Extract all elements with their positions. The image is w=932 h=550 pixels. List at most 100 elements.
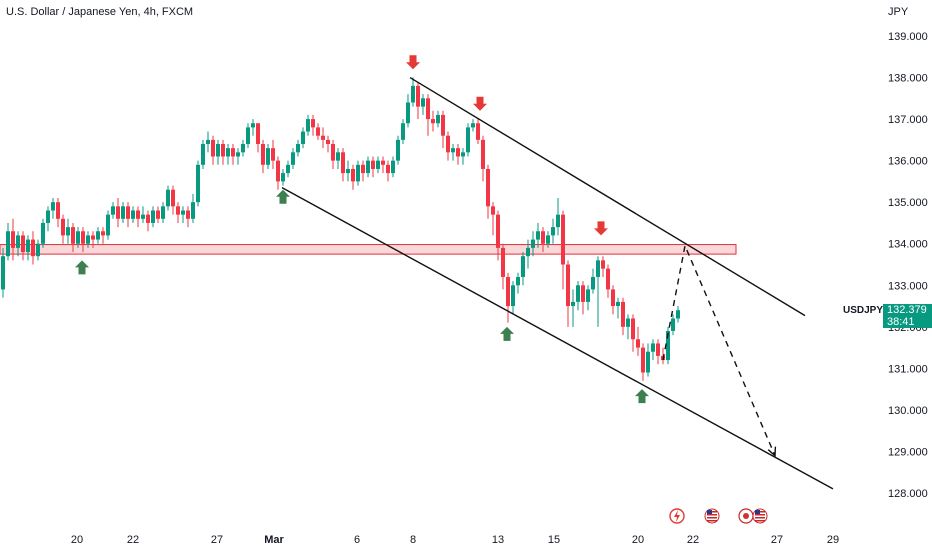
candle <box>496 210 500 261</box>
candle <box>481 135 485 182</box>
candle-body <box>246 127 250 145</box>
candle <box>26 235 30 261</box>
candle-body <box>421 98 425 107</box>
y-tick-label: 139.000 <box>888 31 928 43</box>
candle <box>191 193 195 223</box>
x-tick-label: 27 <box>211 534 223 546</box>
candle-body <box>341 152 345 174</box>
candle <box>566 260 570 327</box>
candle-body <box>461 152 465 157</box>
candle <box>561 210 565 290</box>
candle-body <box>441 114 445 136</box>
candle-body <box>276 160 280 182</box>
candle-body <box>141 214 145 219</box>
candle <box>111 202 115 219</box>
candle <box>1 247 5 298</box>
candle <box>86 231 90 248</box>
candle-body <box>576 285 580 302</box>
candle <box>141 206 145 223</box>
candle <box>316 123 320 140</box>
candle <box>501 243 505 290</box>
candle <box>526 239 530 269</box>
candle-body <box>481 139 485 169</box>
candle <box>671 314 675 336</box>
candle-body <box>236 152 240 157</box>
x-tick-label: 22 <box>127 534 139 546</box>
last-price-badge: 132.379 38:41 <box>883 304 932 328</box>
candle <box>471 119 475 132</box>
candle <box>536 222 540 248</box>
candle <box>136 206 140 228</box>
candle-body <box>61 218 65 236</box>
candle-body <box>541 231 545 244</box>
candle-body <box>426 98 430 120</box>
candle <box>651 339 655 361</box>
candle-body <box>41 222 45 244</box>
candle-body <box>591 276 595 290</box>
candle <box>301 127 305 149</box>
candle <box>641 343 645 381</box>
candle-body <box>311 119 315 128</box>
candle-body <box>296 144 300 153</box>
candle <box>226 144 230 165</box>
candle <box>376 156 380 174</box>
candle <box>96 227 100 244</box>
candle <box>446 131 450 161</box>
candle-body <box>351 168 355 182</box>
candle <box>66 218 70 244</box>
candle <box>406 94 410 128</box>
candle-body <box>281 173 285 182</box>
candle-body <box>641 347 645 373</box>
candle <box>491 202 495 236</box>
candle-body <box>176 206 180 215</box>
candle-body <box>451 148 455 153</box>
candle <box>216 139 220 165</box>
candle-body <box>551 227 555 236</box>
candle-body <box>151 210 155 223</box>
candle-body <box>271 148 275 161</box>
candle-body <box>111 206 115 215</box>
candle <box>91 231 95 248</box>
candle <box>531 231 535 257</box>
candle-body <box>21 235 25 253</box>
candle-body <box>571 301 575 307</box>
candle-body <box>201 144 205 165</box>
candle-body <box>126 206 130 219</box>
candle-body <box>391 160 395 174</box>
candle <box>586 285 590 311</box>
candle <box>331 139 335 169</box>
candle <box>281 168 285 186</box>
candle <box>41 218 45 248</box>
candle <box>551 218 555 244</box>
candle-body <box>181 210 185 215</box>
candle-body <box>416 85 420 107</box>
candle-body <box>256 123 260 145</box>
candle-body <box>136 210 140 219</box>
candle <box>391 156 395 178</box>
candle <box>231 144 235 165</box>
symbol-label: USDJPY <box>840 304 883 318</box>
candle <box>591 268 595 294</box>
candle-body <box>406 102 410 124</box>
candle-body <box>221 144 225 157</box>
candle <box>211 135 215 165</box>
candle <box>166 185 170 211</box>
candle-body <box>31 239 35 257</box>
candle <box>486 164 490 219</box>
candle-body <box>506 276 510 307</box>
candle-body <box>106 214 110 236</box>
candle-body <box>361 164 365 174</box>
candle-body <box>131 210 135 219</box>
candle <box>416 81 420 120</box>
candle <box>581 281 585 315</box>
candle <box>196 160 200 207</box>
candle-body <box>336 152 340 161</box>
projection-arrowhead <box>767 446 777 458</box>
candle-body <box>6 231 10 257</box>
candle <box>221 139 225 165</box>
candle-body <box>381 160 385 165</box>
x-tick-label: 22 <box>687 534 699 546</box>
y-tick-label: 135.000 <box>888 197 928 209</box>
candle <box>441 110 445 149</box>
